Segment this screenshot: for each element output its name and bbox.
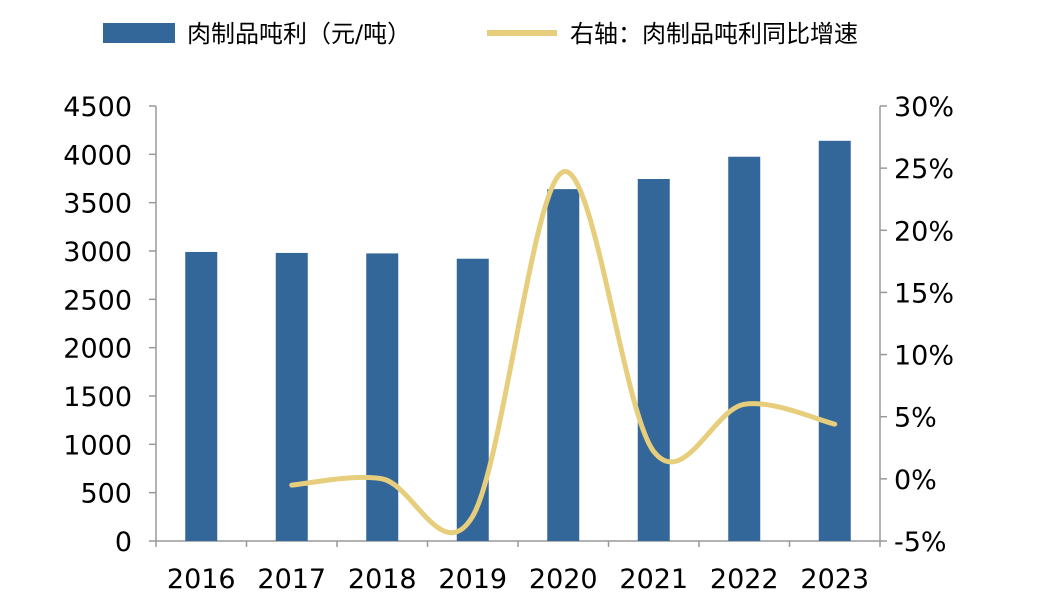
- y-right-tick-label: 0%: [894, 465, 937, 496]
- bar-2021: [638, 179, 670, 541]
- y-right-tick-label: 5%: [894, 403, 937, 434]
- x-tick-label-2016: 2016: [167, 564, 236, 595]
- legend: 肉制品吨利（元/吨） 右轴：肉制品吨利同比增速: [103, 20, 858, 48]
- y-left-tick-label: 3000: [63, 237, 132, 268]
- bar-2016: [185, 252, 217, 541]
- x-tick-label-2018: 2018: [348, 564, 417, 595]
- x-tick-label-2019: 2019: [438, 564, 507, 595]
- y-left-tick-label: 3500: [63, 189, 132, 220]
- bar-2019: [457, 259, 489, 541]
- y-right-tick-label: 20%: [894, 216, 954, 247]
- y-left-tick-label: 2000: [63, 334, 132, 365]
- y-left-tick-label: 4500: [63, 92, 132, 123]
- x-tick-label-2020: 2020: [529, 564, 598, 595]
- legend-bar-label: 肉制品吨利（元/吨）: [187, 20, 411, 48]
- y-left-tick-label: 500: [80, 479, 132, 510]
- y-left-tick-label: 1500: [63, 382, 132, 413]
- x-tick-label-2022: 2022: [710, 564, 779, 595]
- bar-2020: [547, 189, 579, 541]
- y-right-tick-label: 25%: [894, 154, 954, 185]
- bar-2018: [366, 253, 398, 541]
- legend-line-label: 右轴：肉制品吨利同比增速: [570, 20, 858, 48]
- y-right-tick-label: 10%: [894, 341, 954, 372]
- x-tick-label-2021: 2021: [619, 564, 688, 595]
- x-tick-label-2023: 2023: [800, 564, 869, 595]
- x-tick-label-2017: 2017: [257, 564, 326, 595]
- y-right-tick-label: 15%: [894, 278, 954, 309]
- y-left-tick-label: 2500: [63, 285, 132, 316]
- y-left-tick-label: 4000: [63, 140, 132, 171]
- bar-2023: [819, 141, 851, 541]
- bar-2017: [276, 253, 308, 541]
- bar-2022: [728, 157, 760, 541]
- legend-bar-swatch: [103, 23, 175, 43]
- y-right-tick-label: 30%: [894, 92, 954, 123]
- y-right-tick-label: -5%: [894, 527, 947, 558]
- y-left-tick-label: 0: [115, 527, 132, 558]
- y-left-tick-label: 1000: [63, 430, 132, 461]
